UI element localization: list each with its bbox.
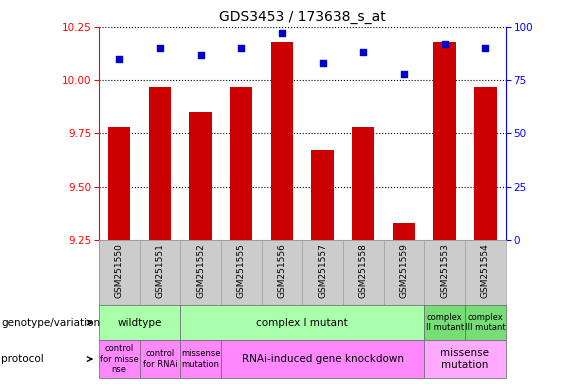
- Point: [115, 56, 124, 62]
- Point: [399, 71, 408, 77]
- Bar: [108, 127, 131, 240]
- Text: GSM251555: GSM251555: [237, 243, 246, 298]
- Text: GSM251559: GSM251559: [399, 243, 408, 298]
- Text: GSM251554: GSM251554: [481, 243, 490, 298]
- Bar: [465, 305, 506, 340]
- Point: [196, 51, 205, 58]
- Bar: [180, 340, 221, 378]
- Bar: [149, 86, 171, 240]
- Text: wildtype: wildtype: [118, 318, 162, 328]
- Bar: [140, 340, 180, 378]
- Text: missense
mutation: missense mutation: [181, 349, 220, 369]
- Text: complex
II mutant: complex II mutant: [425, 313, 464, 332]
- Bar: [189, 112, 212, 240]
- Text: control
for RNAi: control for RNAi: [142, 349, 177, 369]
- Text: GSM251558: GSM251558: [359, 243, 368, 298]
- Bar: [99, 305, 180, 340]
- Point: [277, 30, 286, 36]
- Bar: [352, 127, 375, 240]
- Bar: [474, 86, 497, 240]
- Text: complex
III mutant: complex III mutant: [465, 313, 506, 332]
- Text: protocol: protocol: [1, 354, 44, 364]
- Text: GSM251552: GSM251552: [196, 243, 205, 298]
- Bar: [271, 42, 293, 240]
- Text: GSM251551: GSM251551: [155, 243, 164, 298]
- Text: complex I mutant: complex I mutant: [257, 318, 348, 328]
- Bar: [311, 151, 334, 240]
- Text: missense
mutation: missense mutation: [441, 348, 489, 370]
- Text: genotype/variation: genotype/variation: [1, 318, 100, 328]
- Text: GSM251557: GSM251557: [318, 243, 327, 298]
- Text: GSM251556: GSM251556: [277, 243, 286, 298]
- Text: control
for misse
nse: control for misse nse: [100, 344, 138, 374]
- Bar: [424, 305, 465, 340]
- Bar: [424, 340, 506, 378]
- Bar: [180, 305, 424, 340]
- Title: GDS3453 / 173638_s_at: GDS3453 / 173638_s_at: [219, 10, 386, 25]
- Point: [440, 41, 449, 47]
- Bar: [433, 42, 456, 240]
- Bar: [230, 86, 253, 240]
- Bar: [99, 340, 140, 378]
- Point: [359, 50, 368, 56]
- Text: GSM251550: GSM251550: [115, 243, 124, 298]
- Point: [481, 45, 490, 51]
- Point: [318, 60, 327, 66]
- Point: [237, 45, 246, 51]
- Point: [155, 45, 164, 51]
- Bar: [393, 223, 415, 240]
- Bar: [221, 340, 424, 378]
- Text: GSM251553: GSM251553: [440, 243, 449, 298]
- Text: RNAi-induced gene knockdown: RNAi-induced gene knockdown: [242, 354, 403, 364]
